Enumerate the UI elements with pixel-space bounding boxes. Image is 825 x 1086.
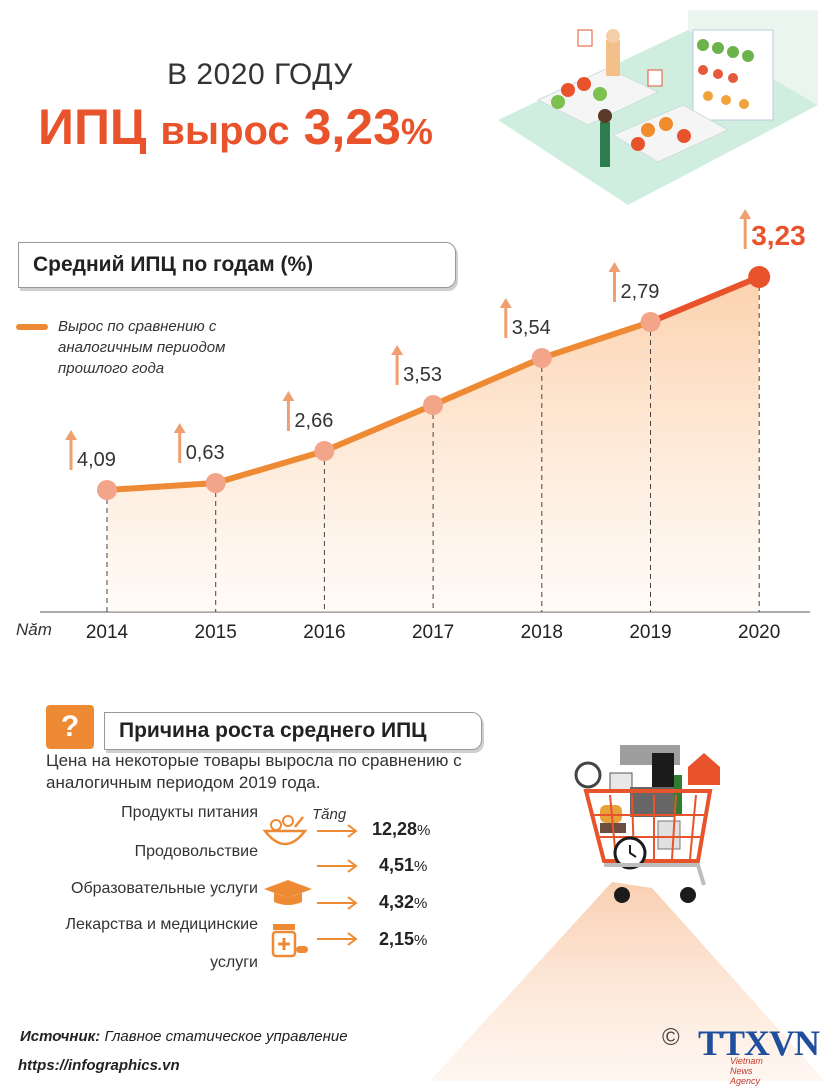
shopping-cart-illustration [574, 745, 720, 903]
increase-arrows [317, 824, 358, 946]
logo-text: TTXVN [698, 1023, 820, 1063]
legend-line-swatch [16, 324, 48, 330]
line-segment-2014 [104, 480, 219, 493]
item-label-education: Образовательные услуги [71, 880, 258, 897]
increase-label: Tăng [312, 806, 347, 823]
question-icon: ? [46, 705, 94, 749]
reason-description: Цена на некоторые товары выросла по срав… [46, 751, 462, 792]
reason-title: Причина роста среднего ИПЦ [119, 719, 427, 742]
value-label-2015: 0,63 [186, 442, 225, 464]
data-point-2014 [97, 480, 117, 500]
increase-arrow-head-2017 [391, 345, 404, 355]
data-point-2016 [314, 441, 335, 461]
headline-main: ИПЦ вырос 3,23% [38, 98, 433, 156]
x-tick-label-2019: 2019 [629, 622, 671, 643]
item-label-grocery: Продовольствие [134, 843, 258, 860]
data-point-2020 [748, 266, 771, 288]
cpi-line-chart: 4,09 0,63 2,66 3,53 3,54 2,79 3,23 2014 2015 2016… [40, 209, 810, 643]
headline-pct: % [400, 111, 433, 152]
chart-title-box: Средний ИПЦ по годам (%) [18, 242, 456, 288]
x-tick-label-2017: 2017 [412, 622, 454, 643]
item-label-medicine-1: Лекарства и медицинские [65, 916, 258, 933]
reason-title-box: Причина роста среднего ИПЦ [104, 712, 482, 750]
value-label-2020: 3,23 [751, 220, 806, 251]
item-value-food: 12,28% [372, 819, 431, 839]
value-label-2019: 2,79 [621, 281, 660, 303]
x-tick-label-2014: 2014 [86, 622, 129, 643]
source-line: Источник: Главное статическое управление [20, 1028, 348, 1045]
site-link[interactable]: https://infographics.vn [18, 1057, 180, 1074]
item-label-food: Продукты питания [121, 804, 258, 821]
x-tick-label-2015: 2015 [195, 622, 237, 643]
x-tick-label-2016: 2016 [303, 622, 345, 643]
value-label-2018: 3,54 [512, 317, 551, 339]
increase-arrow-head-2016 [282, 391, 295, 401]
value-label-2017: 3,53 [403, 364, 442, 386]
headline-cpi: ИПЦ [38, 99, 147, 155]
legend-text: Вырос по сравнению с аналогичным периодо… [58, 318, 226, 377]
food-bowl-icon [262, 815, 308, 846]
item-value-medicine: 2,15% [379, 929, 428, 949]
grocery-store-illustration [498, 10, 818, 205]
value-label-2014: 4,09 [77, 449, 116, 471]
copyright-icon: © [662, 1024, 680, 1051]
increase-arrow-head-2019 [608, 262, 621, 272]
item-label-medicine-2: услуги [210, 954, 258, 971]
item-value-grocery: 4,51% [379, 855, 428, 875]
increase-arrow-head-2015 [173, 423, 186, 433]
line-segment-2015 [212, 448, 328, 486]
data-point-2017 [423, 395, 444, 415]
x-tick-label-2018: 2018 [521, 622, 563, 643]
medicine-icon [271, 924, 308, 958]
data-point-2019 [640, 312, 661, 332]
line-segment-2016 [321, 402, 437, 454]
line-segment-2017 [430, 355, 545, 408]
data-point-2018 [531, 348, 552, 368]
increase-arrow-head-2020 [739, 209, 752, 219]
line-segment-2019 [647, 274, 763, 325]
x-tick-label-2020: 2020 [738, 622, 780, 643]
logo-subtext: Vietnam News Agency [730, 1056, 763, 1086]
x-axis-label: Năm [16, 620, 52, 639]
headline-value: 3,23 [303, 99, 401, 155]
headline-year: В 2020 ГОДУ [167, 58, 353, 91]
increase-arrow-head-2018 [499, 298, 512, 308]
data-point-2015 [205, 473, 226, 493]
headline-rose: вырос [160, 109, 290, 153]
item-value-education: 4,32% [379, 892, 428, 912]
graduation-cap-icon [264, 880, 312, 905]
value-label-2016: 2,66 [294, 410, 333, 432]
chart-title: Средний ИПЦ по годам (%) [33, 253, 314, 276]
line-segment-2018 [538, 319, 654, 361]
increase-arrow-head-2014 [65, 430, 77, 440]
